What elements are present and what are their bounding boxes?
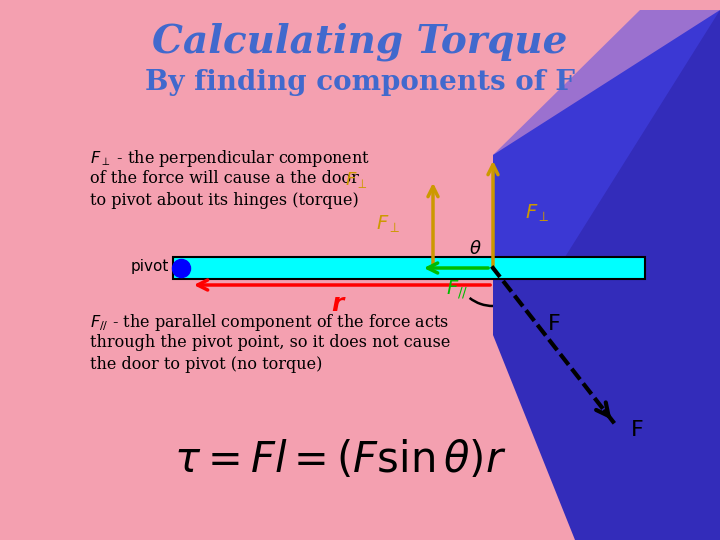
- Text: $F_\perp$: $F_\perp$: [377, 213, 401, 235]
- Text: $\tau = Fl = (F\sin\theta)r$: $\tau = Fl = (F\sin\theta)r$: [174, 439, 506, 481]
- Text: By finding components of F: By finding components of F: [145, 70, 575, 97]
- Polygon shape: [493, 10, 720, 540]
- Text: $F_{//}$ - the parallel component of the force acts: $F_{//}$ - the parallel component of the…: [90, 312, 449, 333]
- Text: $F_\perp$: $F_\perp$: [525, 202, 549, 224]
- Text: $F_\perp$ - the perpendicular component: $F_\perp$ - the perpendicular component: [90, 148, 370, 169]
- Text: the door to pivot (no torque): the door to pivot (no torque): [90, 356, 323, 373]
- Text: through the pivot point, so it does not cause: through the pivot point, so it does not …: [90, 334, 451, 351]
- Text: Calculating Torque: Calculating Torque: [153, 23, 567, 61]
- Text: of the force will cause a the door: of the force will cause a the door: [90, 170, 359, 187]
- Text: F: F: [631, 420, 644, 440]
- Text: F: F: [548, 314, 561, 334]
- Polygon shape: [493, 10, 720, 265]
- Text: $F_{//}$: $F_{//}$: [446, 279, 468, 301]
- Text: pivot: pivot: [130, 260, 169, 274]
- Text: to pivot about its hinges (torque): to pivot about its hinges (torque): [90, 192, 359, 209]
- Text: r: r: [330, 292, 343, 316]
- Bar: [173, 257, 645, 279]
- Text: $\theta$: $\theta$: [469, 240, 482, 258]
- Text: $F_\perp$: $F_\perp$: [345, 170, 368, 190]
